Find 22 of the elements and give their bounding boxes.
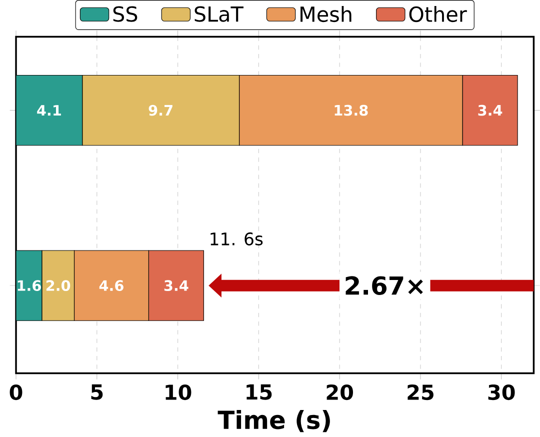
legend-label: SS — [113, 6, 138, 22]
x-tick-label: 30 — [488, 384, 515, 400]
x-tick-label: 20 — [326, 384, 354, 400]
data-label: 3.4 — [164, 280, 188, 292]
data-label: 3.4 — [478, 104, 502, 116]
x-tick-label: 0 — [10, 384, 22, 400]
x-tick-label: 5 — [91, 384, 103, 400]
x-tick-label: 10 — [166, 384, 192, 400]
x-axis-title: Time (s) — [218, 410, 330, 432]
legend-label: SLaT — [194, 6, 244, 22]
x-tick-label: 25 — [408, 384, 434, 400]
data-label: 9.7 — [148, 104, 172, 116]
legend-label: Mesh — [300, 6, 352, 22]
data-label: 4.1 — [37, 105, 61, 116]
data-label: 4.6 — [99, 280, 124, 292]
x-tick-label: 15 — [246, 384, 272, 400]
annotation: 11. 6s — [210, 232, 263, 246]
data-label: 13.8 — [334, 104, 368, 116]
data-label: 1.6 — [18, 280, 41, 292]
legend-label: Other — [409, 6, 467, 22]
data-label: 2.0 — [46, 280, 70, 292]
annotation: 2.67× — [346, 276, 423, 296]
